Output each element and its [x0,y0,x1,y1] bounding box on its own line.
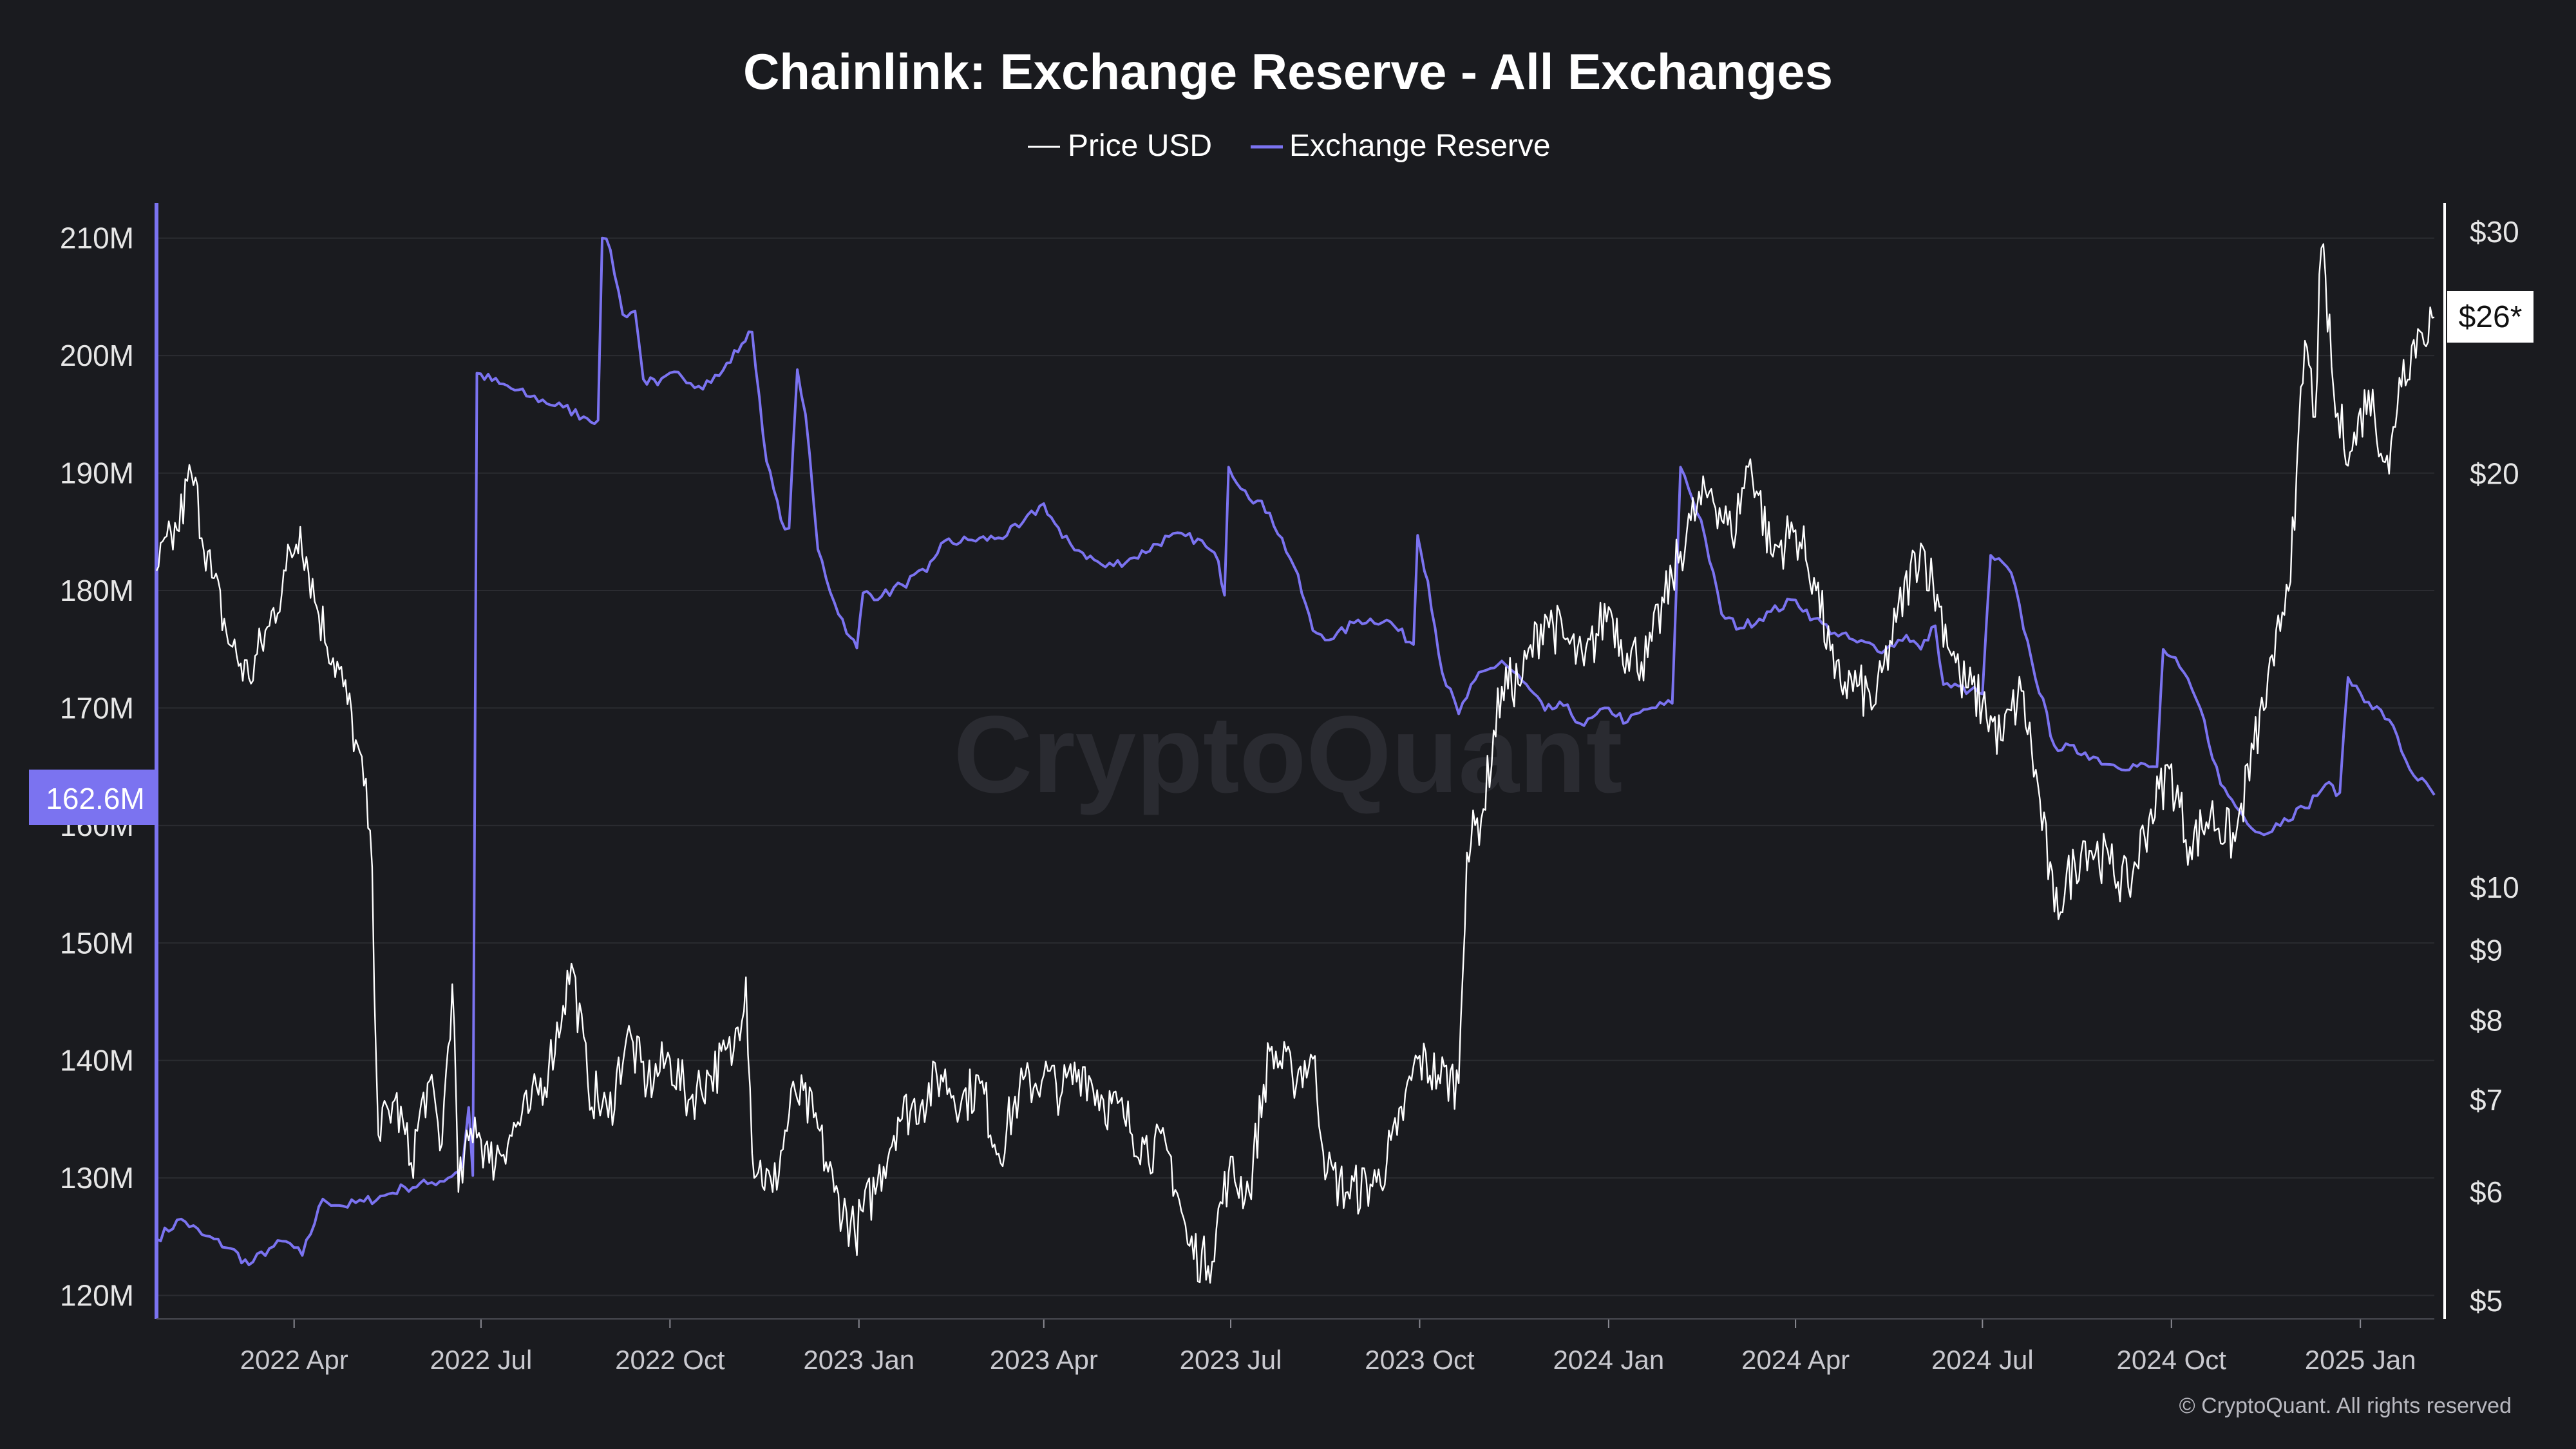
chart-title: Chainlink: Exchange Reserve - All Exchan… [743,43,1833,100]
x-tick-label: 2023 Apr [990,1345,1098,1375]
reserve-current-badge: 162.6M [29,770,156,825]
legend-reserve-label[interactable]: Exchange Reserve [1289,129,1551,163]
series-lines [155,236,2436,1284]
x-tick-label: 2022 Apr [240,1345,348,1375]
y-left-tick-label: 120M [60,1279,134,1312]
y-left-tick-label: 190M [60,457,134,490]
price-badge-label: $26* [2459,300,2523,334]
x-tick-label: 2024 Jul [1931,1345,2034,1375]
x-tick-label: 2025 Jan [2305,1345,2416,1375]
price-usd-line [155,243,2435,1284]
y-left-tick-label: 130M [60,1161,134,1195]
y-right-tick-label: $8 [2470,1003,2503,1037]
reserve-badge-label: 162.6M [46,782,144,815]
axes [155,203,2446,1328]
price-badge-box [2447,291,2533,343]
copyright-notice: © CryptoQuant. All rights reserved [2179,1394,2512,1418]
y-right-tick-label: $5 [2470,1284,2503,1318]
exchange-reserve-line [156,236,2436,1267]
x-tick-label: 2023 Jan [803,1345,914,1375]
y-left-tick-label: 170M [60,691,134,724]
y-left-tick-label: 140M [60,1044,134,1077]
reserve-badge-box [29,770,156,825]
y-left-tick-label: 150M [60,926,134,960]
x-tick-label: 2023 Jul [1180,1345,1282,1375]
x-tick-label: 2024 Oct [2117,1345,2227,1375]
x-tick-label: 2022 Oct [615,1345,725,1375]
price-current-badge: $26* [2447,291,2533,343]
gridlines [156,237,2434,1296]
legend-price-label[interactable]: Price USD [1068,129,1212,163]
y-left-tick-label: 180M [60,574,134,607]
x-tick-label: 2024 Jan [1553,1345,1664,1375]
watermark: CryptoQuant [954,694,1623,816]
y-right-tick-label: $10 [2470,871,2519,904]
x-tick-label: 2024 Apr [1741,1345,1850,1375]
y-left-tick-label: 210M [60,222,134,255]
x-tick-label: 2023 Oct [1365,1345,1475,1375]
y-right-tick-label: $30 [2470,215,2519,249]
tick-labels: 120M130M140M150M160M170M180M190M200M210M… [60,215,2519,1375]
y-right-tick-label: $7 [2470,1083,2503,1117]
y-right-tick-label: $6 [2470,1175,2503,1209]
y-right-tick-label: $9 [2470,933,2503,967]
x-tick-label: 2022 Jul [430,1345,533,1375]
y-right-tick-label: $20 [2470,457,2519,491]
y-left-tick-label: 200M [60,339,134,372]
legend: Price USD Exchange Reserve [1028,129,1551,163]
